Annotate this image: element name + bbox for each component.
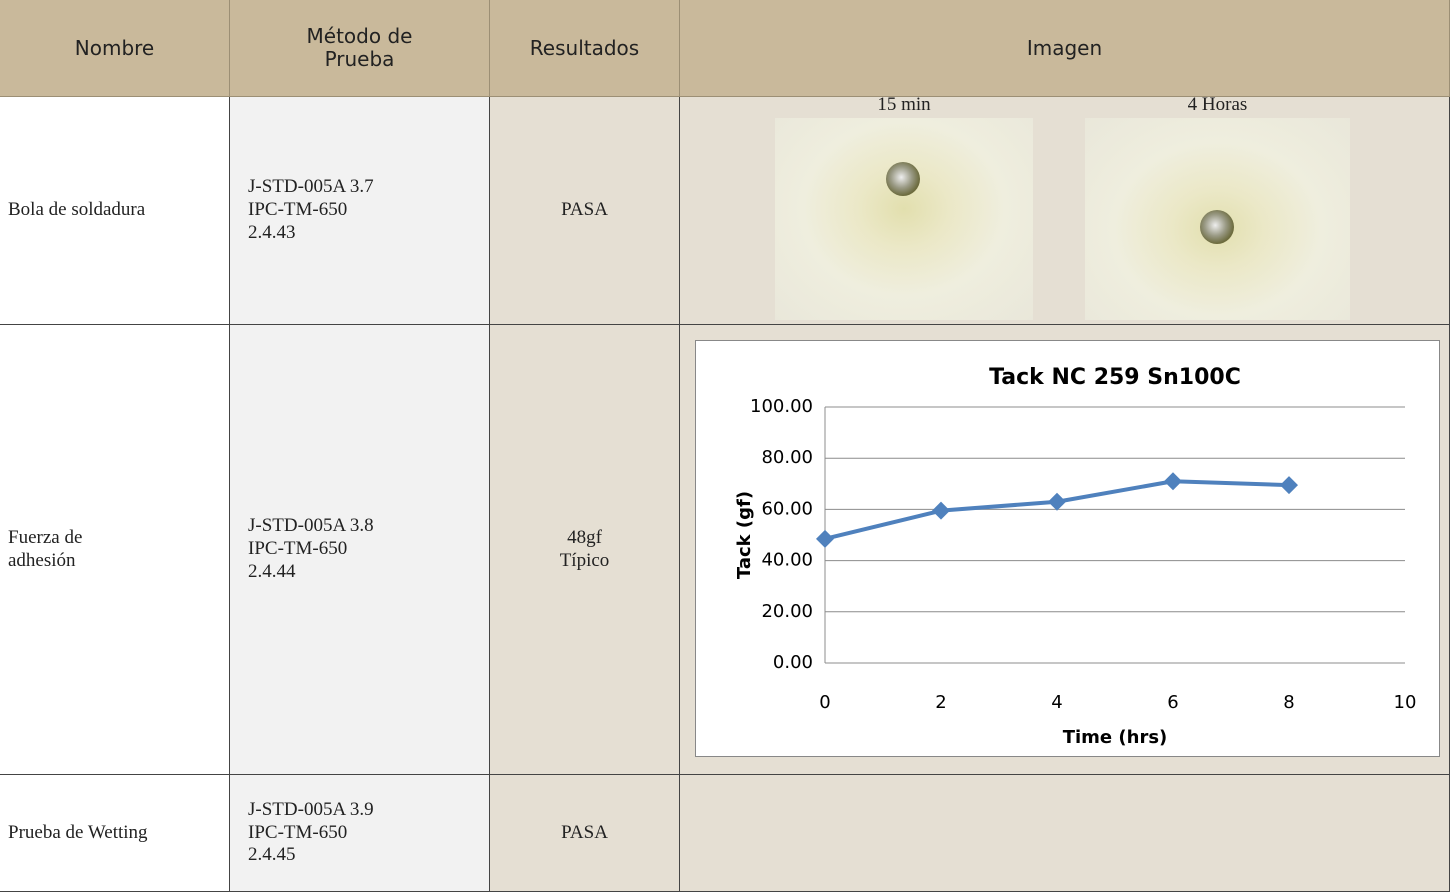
cell-line: J-STD-005A 3.9 xyxy=(248,799,489,822)
y-tick-label: 100.00 xyxy=(750,396,813,417)
cell-line: PASA xyxy=(561,199,608,222)
image-cell xyxy=(680,775,1450,892)
cell-line: 2.4.45 xyxy=(248,844,489,867)
x-tick-label: 4 xyxy=(1051,692,1062,713)
image-caption: 4 Horas xyxy=(1088,94,1348,116)
cell-line: IPC-TM-650 xyxy=(248,822,489,845)
x-tick-label: 6 xyxy=(1167,692,1178,713)
cell-line: Bola de soldadura xyxy=(8,199,229,222)
chart: Tack NC 259 Sn100C 0.00 20.00 40.00 60.00 80.… xyxy=(695,340,1440,757)
y-tick-label: 80.00 xyxy=(761,447,813,468)
y-tick-label: 20.00 xyxy=(761,601,813,622)
cell-line: Imagen xyxy=(1027,37,1102,60)
name-cell: Bola de soldadura xyxy=(0,97,230,325)
photo xyxy=(775,118,1033,320)
y-tick-label: 0.00 xyxy=(773,652,813,673)
cell-line: Fuerza de xyxy=(8,527,229,550)
photo xyxy=(1085,118,1350,320)
solder-ball xyxy=(1200,210,1234,244)
y-tick-label: 60.00 xyxy=(761,498,813,519)
image-caption: 15 min xyxy=(774,94,1034,116)
header-cell: Resultados xyxy=(490,0,680,97)
cell-line: Nombre xyxy=(75,37,154,60)
cell-line: Resultados xyxy=(530,37,639,60)
cell-line: Prueba xyxy=(325,48,395,71)
result-cell: PASA xyxy=(490,97,680,325)
cell-line: 2.4.43 xyxy=(248,222,489,245)
solder-ball xyxy=(886,162,920,196)
cell-line: IPC-TM-650 xyxy=(248,199,489,222)
y-tick-label: 40.00 xyxy=(761,550,813,571)
cell-line: adhesión xyxy=(8,550,229,573)
cell-line: J-STD-005A 3.7 xyxy=(248,176,489,199)
header-cell: Nombre xyxy=(0,0,230,97)
cell-line: J-STD-005A 3.8 xyxy=(248,515,489,538)
page: Nombre Método dePrueba Resultados Imagen Bol… xyxy=(0,0,1450,892)
cell-line: Prueba de Wetting xyxy=(8,822,229,845)
cell-line: 2.4.44 xyxy=(248,561,489,584)
x-tick-label: 0 xyxy=(819,692,830,713)
result-cell: PASA xyxy=(490,775,680,892)
cell-line: Método de xyxy=(307,25,413,48)
header-cell: Imagen xyxy=(680,0,1450,97)
x-tick-label: 8 xyxy=(1283,692,1294,713)
x-tick-label: 10 xyxy=(1394,692,1417,713)
cell-line: 48gf xyxy=(567,527,602,550)
cell-line: Típico xyxy=(560,550,610,573)
chart-title: Tack NC 259 Sn100C xyxy=(989,365,1241,390)
x-axis-label: Time (hrs) xyxy=(1063,727,1168,748)
x-tick-label: 2 xyxy=(935,692,946,713)
name-cell: Prueba de Wetting xyxy=(0,775,230,892)
y-axis-label: Tack (gf) xyxy=(734,491,755,579)
cell-line: IPC-TM-650 xyxy=(248,538,489,561)
cell-line: PASA xyxy=(561,822,608,845)
